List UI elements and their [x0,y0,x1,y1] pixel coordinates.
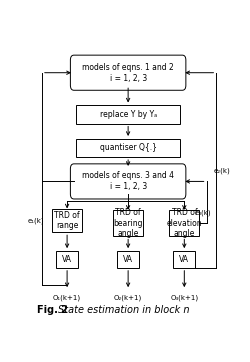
Text: O₂(k+1): O₂(k+1) [114,295,142,301]
Text: e₃(k): e₃(k) [195,210,211,216]
Bar [56,251,78,268]
Text: TRD of
elevation
angle: TRD of elevation angle [166,208,202,238]
Text: TRD of
range: TRD of range [54,211,80,230]
FancyBboxPatch shape [70,164,186,199]
Text: VA: VA [123,255,133,264]
Text: Fig. 2: Fig. 2 [37,305,68,315]
FancyBboxPatch shape [70,55,186,90]
Text: models of eqns. 3 and 4
i = 1, 2, 3: models of eqns. 3 and 4 i = 1, 2, 3 [82,171,174,191]
Text: e₁(k): e₁(k) [28,217,44,224]
Text: quantiser Q{.}: quantiser Q{.} [100,143,156,152]
Text: e₂(k): e₂(k) [214,167,230,173]
Text: replace Y by Yₐ: replace Y by Yₐ [100,110,157,119]
Bar [117,251,139,268]
Bar [76,105,180,123]
Text: O₃(k+1): O₃(k+1) [170,295,198,301]
Bar [113,210,143,236]
Text: VA: VA [179,255,189,264]
Text: VA: VA [62,255,72,264]
Bar [76,139,180,157]
Text: State estimation in block n: State estimation in block n [58,305,190,315]
Bar [52,209,82,232]
Bar [173,251,196,268]
Bar [169,210,199,236]
Text: O₁(k+1): O₁(k+1) [53,295,81,301]
Text: TRD of
bearing
angle: TRD of bearing angle [114,208,143,238]
Text: models of eqns. 1 and 2
i = 1, 2, 3: models of eqns. 1 and 2 i = 1, 2, 3 [82,63,174,83]
